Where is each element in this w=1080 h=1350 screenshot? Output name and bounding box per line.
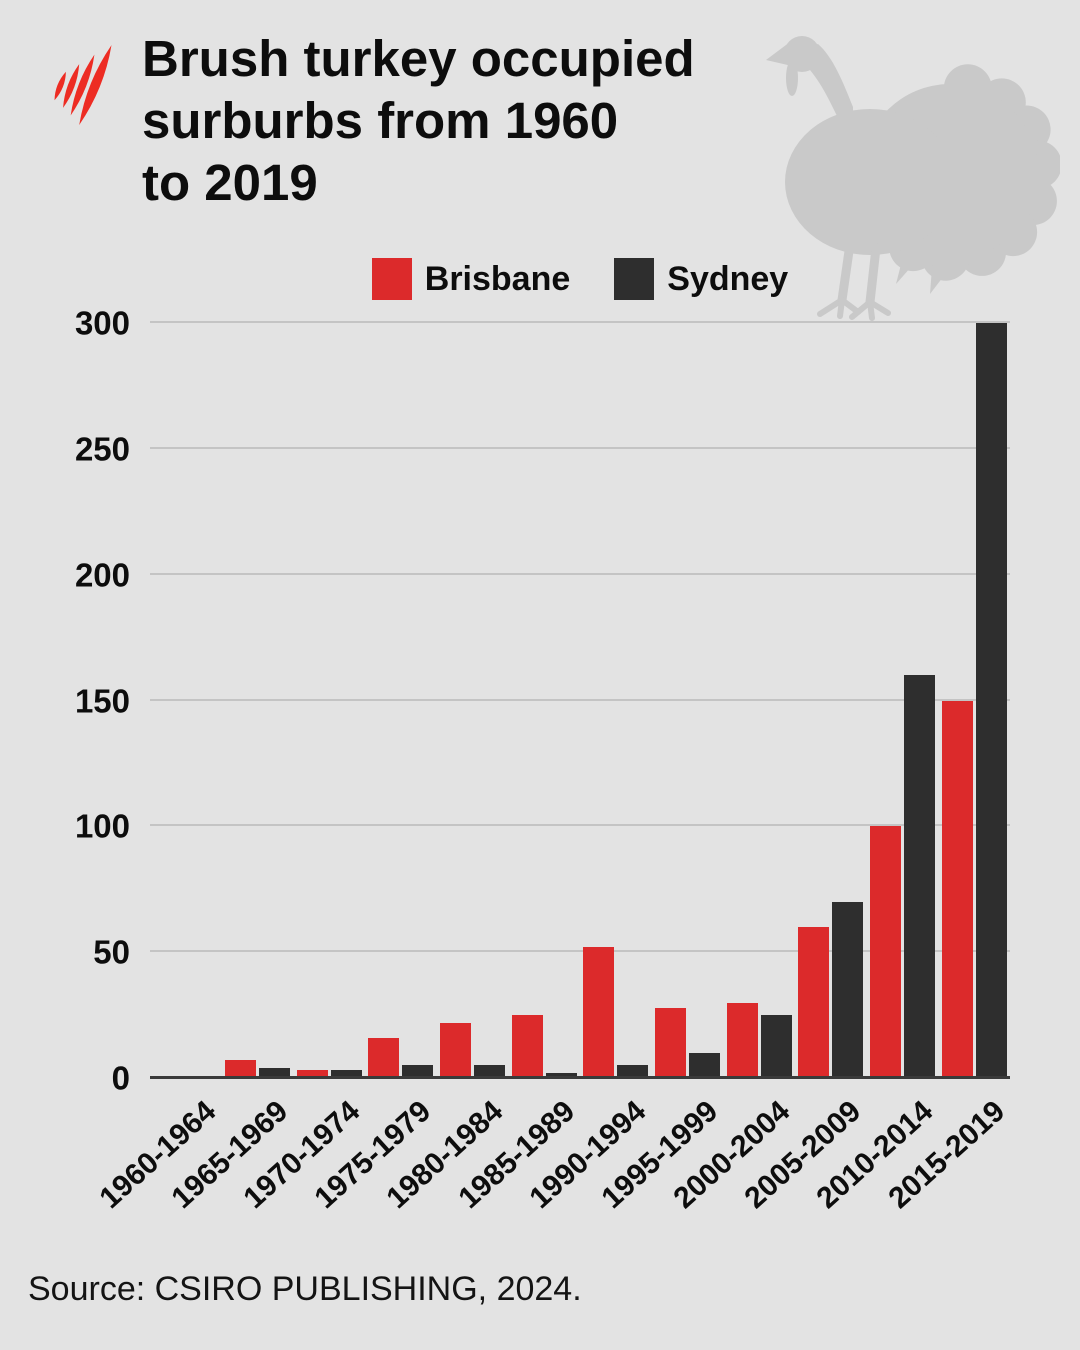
bar-brisbane-1985-1989 <box>511 1015 543 1078</box>
y-tick-50: 50 <box>93 933 130 971</box>
bar-brisbane-1990-1994 <box>583 947 615 1078</box>
bar-sydney-1970-1974 <box>330 1070 362 1078</box>
bar-sydney-1990-1994 <box>617 1065 649 1078</box>
legend-label-brisbane: Brisbane <box>424 260 571 298</box>
y-tick-300: 300 <box>74 304 130 342</box>
legend-label-sydney: Sydney <box>667 260 789 298</box>
plot-area <box>150 321 1010 1079</box>
legend-item-brisbane: Brisbane <box>371 258 571 300</box>
bar-sydney-1965-1969 <box>258 1067 290 1078</box>
bar-sydney-2000-2004 <box>760 1015 792 1078</box>
title-line-3: to 2019 <box>142 154 318 211</box>
y-tick-150: 150 <box>74 682 130 719</box>
bar-sydney-2005-2009 <box>832 901 864 1078</box>
brisbane-swatch-icon <box>371 258 412 300</box>
bar-brisbane-2005-2009 <box>798 927 830 1078</box>
gridline-50 <box>150 950 1010 953</box>
source-note: Source: CSIRO PUBLISHING, 2024. <box>28 1270 582 1308</box>
bar-sydney-1975-1979 <box>402 1065 434 1078</box>
bar-brisbane-1975-1979 <box>368 1037 400 1078</box>
bar-brisbane-1970-1974 <box>296 1070 328 1078</box>
gridline-250 <box>150 446 1010 449</box>
bar-group-2005-2009 <box>795 323 867 1078</box>
title-line-1: Brush turkey occupied <box>142 30 695 87</box>
bar-group-1970-1974 <box>293 323 365 1078</box>
y-tick-200: 200 <box>74 556 130 594</box>
gridline-100 <box>150 824 1010 827</box>
bar-group-1960-1964 <box>150 323 222 1078</box>
page-title: Brush turkey occupied surburbs from 1960… <box>142 28 862 214</box>
bar-group-2015-2019 <box>938 323 1010 1078</box>
title-line-2: surburbs from 1960 <box>142 92 619 149</box>
bar-brisbane-1995-1999 <box>654 1007 686 1078</box>
y-tick-100: 100 <box>74 807 130 845</box>
bar-sydney-1980-1984 <box>473 1065 505 1078</box>
turkey-silhouette-icon <box>766 36 1060 321</box>
bar-group-2000-2004 <box>723 323 795 1078</box>
legend-item-sydney: Sydney <box>614 258 788 300</box>
y-tick-250: 250 <box>74 430 130 468</box>
bar-sydney-1995-1999 <box>688 1052 720 1078</box>
bar-brisbane-2000-2004 <box>726 1002 758 1078</box>
bar-group-1980-1984 <box>437 323 509 1078</box>
bar-group-1985-1989 <box>508 323 580 1078</box>
gridline-200 <box>150 572 1010 575</box>
bar-group-2010-2014 <box>867 323 939 1078</box>
bar-group-1995-1999 <box>652 323 724 1078</box>
y-tick-0: 0 <box>111 1059 130 1097</box>
bar-sydney-1985-1989 <box>545 1072 577 1078</box>
bar-brisbane-2015-2019 <box>941 700 973 1078</box>
bar-sydney-2015-2019 <box>975 323 1007 1078</box>
bar-brisbane-1965-1969 <box>224 1060 256 1078</box>
sbs-logo-icon <box>54 45 112 125</box>
sydney-swatch-icon <box>614 258 655 300</box>
x-axis-line <box>150 1076 1010 1079</box>
bar-sydney-2010-2014 <box>903 675 935 1078</box>
bar-group-1975-1979 <box>365 323 437 1078</box>
chart-legend: Brisbane Sydney <box>150 258 1010 300</box>
gridline-300 <box>150 321 1010 323</box>
bar-group-1990-1994 <box>580 323 652 1078</box>
y-axis: 0 50 100 150 200 250 300 <box>0 307 130 1095</box>
bar-brisbane-2010-2014 <box>869 826 901 1078</box>
gridline-150 <box>150 698 1010 701</box>
bar-brisbane-1980-1984 <box>439 1022 471 1078</box>
bar-group-1965-1969 <box>222 323 294 1078</box>
